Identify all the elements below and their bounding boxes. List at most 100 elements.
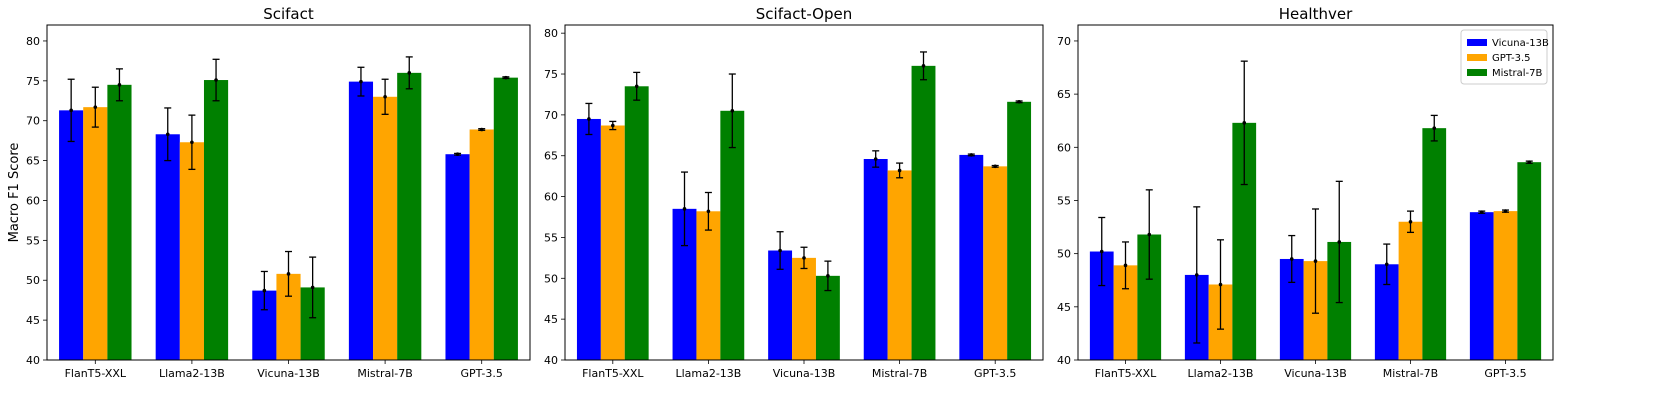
x-tick-label-vicuna-13b: Vicuna-13B [257,367,320,380]
bar-vicuna-13b-mistral-7b [1374,264,1399,360]
mean-point [873,157,878,161]
x-tick-label-gpt-3-5: GPT-3.5 [1484,367,1526,380]
bar-vicuna-13b-gpt-3-5 [959,154,984,360]
y-tick-label: 80 [544,27,558,40]
bar-vicuna-13b-llama2-13b [672,208,697,360]
mean-point [730,108,735,113]
mean-point [69,108,73,113]
y-tick-label: 55 [544,231,558,244]
mean-point [1384,262,1389,267]
bar-mistral-7b-flant5-xxl [107,84,132,361]
mean-point [93,105,98,109]
mean-point [921,64,926,68]
bar-gpt-3-5-vicuna-13b [792,257,816,360]
bar-gpt-3-5-flant5-xxl [83,107,108,361]
bar-vicuna-13b-flant5-xxl [59,110,84,360]
x-tick-label-llama2-13b: Llama2-13B [159,367,225,380]
mean-point [310,285,315,290]
mean-point [634,84,639,89]
mean-point [1017,100,1021,104]
legend-label-vicuna-13b: Vicuna-13B [1492,38,1549,49]
axes-frame [1077,24,1554,361]
chart-panel-healthver: Healthver 40 45 50 55 60 65 70 FlanT5-XXL Llama2-… [1057,5,1554,380]
bar-mistral-7b-llama2-13b [203,80,229,361]
mean-point [778,248,782,253]
mean-point [1313,259,1318,263]
y-tick-label: 45 [544,313,558,326]
y-tick-label: 70 [1057,35,1071,48]
mean-point [969,153,974,157]
x-tick-label-gpt-3-5: GPT-3.5 [461,367,503,380]
x-tick-label-flant5-xxl: FlanT5-XXL [65,367,127,380]
mean-point [262,288,267,293]
bar-mistral-7b-llama2-13b [720,110,745,360]
y-tick-label: 45 [26,314,40,327]
x-tick-label-gpt-3-5: GPT-3.5 [974,367,1016,380]
bar-vicuna-13b-flant5-xxl [576,118,601,361]
mean-point [1432,126,1437,130]
y-tick-label: 40 [26,354,40,367]
y-tick-label: 45 [1057,301,1071,314]
legend-swatch-gpt-3-5 [1467,54,1487,61]
bar-gpt-3-5-flant5-xxl [600,125,625,360]
mean-point [407,71,412,75]
axes-frame [46,24,531,361]
bar-gpt-3-5-gpt-3-5 [983,166,1008,360]
y-tick-label: 75 [544,68,558,81]
mean-point [1289,257,1294,261]
x-tick-label-flant5-xxl: FlanT5-XXL [1095,367,1157,380]
x-tick-label-llama2-13b: Llama2-13B [675,367,741,380]
mean-point [359,79,363,84]
y-tick-label: 40 [544,354,558,367]
bar-gpt-3-5-llama2-13b [179,142,204,360]
bar-gpt-3-5-gpt-3-5 [469,129,494,360]
y-tick-label: 65 [1057,88,1071,101]
mean-point [214,78,218,82]
legend-swatch-mistral-7b [1467,69,1487,76]
bar-mistral-7b-flant5-xxl [1137,234,1162,360]
mean-point [587,117,591,121]
chart-title: Healthver [1279,5,1353,23]
bar-gpt-3-5-llama2-13b [696,211,721,360]
bar-mistral-7b-mistral-7b [397,72,422,360]
bar-vicuna-13b-gpt-3-5 [445,154,470,360]
bar-mistral-7b-flant5-xxl [624,86,649,360]
mean-point [190,140,194,145]
x-tick-label-mistral-7b: Mistral-7B [872,367,927,380]
bar-mistral-7b-vicuna-13b [815,275,840,360]
mean-point [504,75,508,80]
mean-point [611,123,615,128]
bar-mistral-7b-mistral-7b [1422,128,1447,360]
chart-panel-scifact-open: Scifact-Open 40 45 50 55 60 65 70 75 80 FlanT5-XXL… [544,5,1044,380]
mean-point [1503,209,1508,213]
legend-label-mistral-7b: Mistral-7B [1492,68,1543,79]
y-tick-label: 60 [26,194,40,207]
mean-point [1408,219,1413,224]
y-tick-label: 40 [1057,354,1071,367]
y-tick-label: 70 [26,115,40,128]
y-tick-label: 70 [544,109,558,122]
bar-vicuna-13b-gpt-3-5 [1469,212,1494,360]
axes-frame [564,24,1044,361]
legend-label-gpt-3-5: GPT-3.5 [1492,53,1530,64]
bar-mistral-7b-gpt-3-5 [1517,162,1542,360]
y-tick-label: 50 [1057,248,1071,261]
legend: Vicuna-13B GPT-3.5 Mistral-7B [1460,29,1549,85]
y-tick-label: 55 [1057,194,1071,207]
bar-vicuna-13b-mistral-7b [863,159,888,360]
y-tick-label: 60 [544,191,558,204]
mean-point [286,272,291,276]
mean-point [455,152,460,157]
mean-point [1123,263,1128,268]
y-tick-label: 50 [544,272,558,285]
mean-point [897,168,902,173]
mean-point [1218,282,1223,287]
mean-point [993,164,997,169]
mean-point [1194,273,1199,277]
bar-vicuna-13b-vicuna-13b [1279,258,1304,360]
y-tick-label: 55 [26,234,40,247]
bar-mistral-7b-mistral-7b [911,65,936,360]
mean-point [1242,121,1247,125]
mean-point [826,274,830,278]
